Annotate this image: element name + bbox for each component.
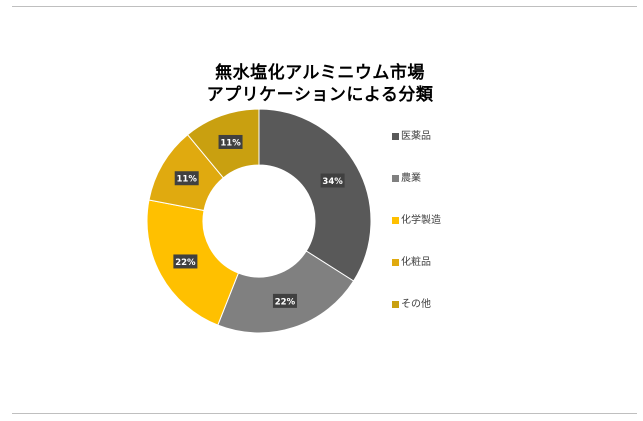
top-divider <box>12 6 637 7</box>
legend-swatch-other <box>392 301 399 308</box>
legend-swatch-chemical <box>392 217 399 224</box>
data-label-box-agriculture <box>272 293 297 308</box>
chart-title-line-2: アプリケーションによる分類 <box>206 85 434 105</box>
legend-swatch-agriculture <box>392 175 399 182</box>
data-label-text-other: 11% <box>220 138 241 148</box>
slice-pharma[interactable] <box>258 108 372 282</box>
data-label-other: 11% <box>218 134 243 149</box>
chart-title: 無水塩化アルミニウム市場 アプリケーションによる分類 <box>170 62 470 106</box>
data-label-box-cosmetics <box>174 171 199 186</box>
data-label-agriculture: 22% <box>272 293 297 308</box>
data-label-box-chemical <box>173 254 198 269</box>
data-label-chemical: 22% <box>173 254 198 269</box>
legend-swatch-pharma <box>392 133 399 140</box>
data-label-cosmetics: 11% <box>174 171 199 186</box>
data-label-text-chemical: 22% <box>175 258 196 268</box>
legend-label-chemical: 化学製造 <box>401 215 441 226</box>
legend-label-agriculture: 農業 <box>401 173 421 184</box>
bottom-divider <box>12 413 637 414</box>
slice-agriculture[interactable] <box>217 250 355 334</box>
legend-label-other: その他 <box>401 299 431 310</box>
data-label-text-agriculture: 22% <box>275 297 296 307</box>
data-label-text-cosmetics: 11% <box>177 175 198 185</box>
chart-title-line-1: 無水塩化アルミニウム市場 <box>215 63 425 83</box>
legend-swatch-cosmetics <box>392 259 399 266</box>
legend-label-pharma: 医薬品 <box>401 131 431 142</box>
data-label-box-other <box>218 134 243 149</box>
data-label-box-pharma <box>320 173 345 188</box>
data-label-pharma: 34% <box>320 173 345 188</box>
data-label-text-pharma: 34% <box>322 177 343 187</box>
legend-label-cosmetics: 化粧品 <box>401 257 431 268</box>
